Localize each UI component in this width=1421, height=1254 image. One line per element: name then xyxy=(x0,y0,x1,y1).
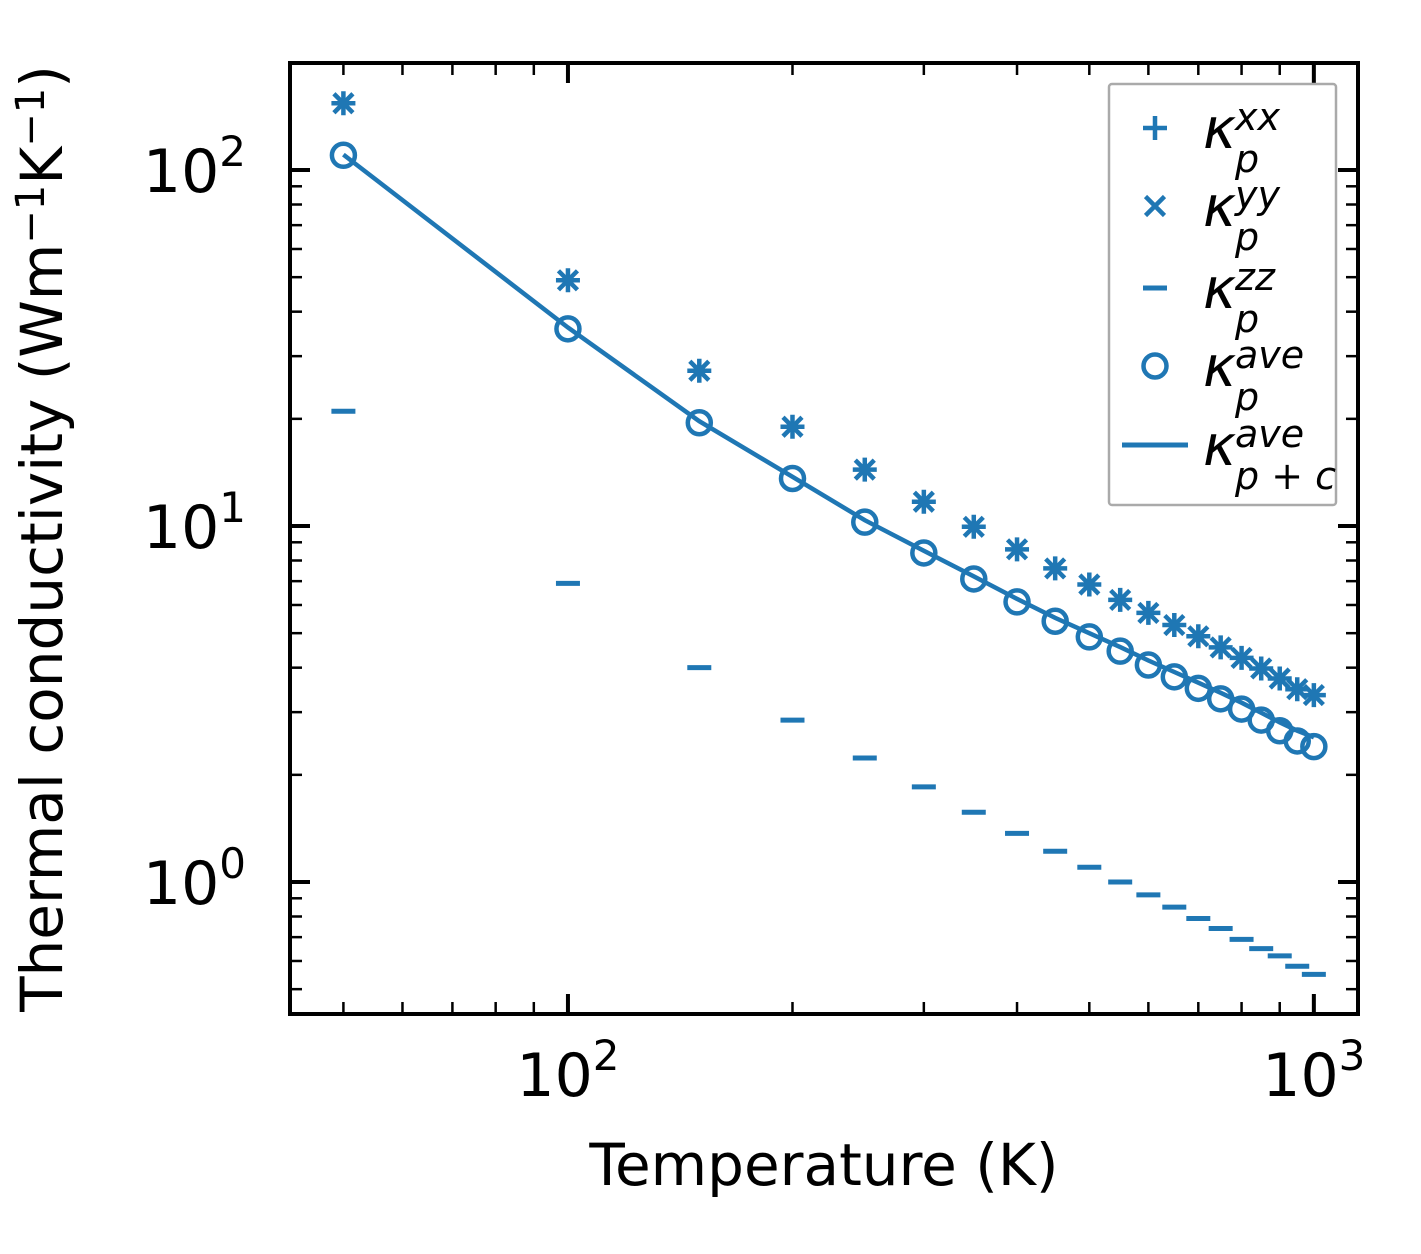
legend-marker-plus xyxy=(1143,116,1167,140)
y-tick-label: 100 xyxy=(143,839,246,919)
y-tick-label: 102 xyxy=(143,127,246,207)
series-kappa_p_yy xyxy=(332,92,1325,707)
legend-kappa-symbol: κ xyxy=(1203,175,1236,240)
legend-subscript: p xyxy=(1234,297,1259,341)
plot-border xyxy=(288,61,1360,1016)
legend-superscript: yy xyxy=(1234,173,1280,217)
legend-superscript: ave xyxy=(1235,333,1304,377)
data-point-kappa_p_yy xyxy=(1137,601,1160,625)
data-point-kappa_p_yy xyxy=(853,458,876,481)
data-point-kappa_p_yy xyxy=(556,269,580,292)
x-tick-label: 102 xyxy=(516,1031,619,1111)
legend-superscript: xx xyxy=(1234,95,1280,139)
legend-kappa-symbol: κ xyxy=(1203,414,1236,479)
data-point-kappa_p_ave xyxy=(910,539,938,567)
legend-subscript: p xyxy=(1234,137,1259,181)
data-point-kappa_p_yy xyxy=(1209,636,1232,659)
y-tick-label: 101 xyxy=(143,483,246,563)
legend-kappa-symbol: κ xyxy=(1203,97,1236,162)
legend-box xyxy=(1107,82,1338,507)
data-point-kappa_p_ave xyxy=(1003,588,1031,616)
data-point-kappa_p_yy xyxy=(1268,667,1291,690)
data-point-kappa_p_yy xyxy=(1250,657,1273,680)
data-point-kappa_p_yy xyxy=(781,415,804,438)
legend-subscript: p + c xyxy=(1234,454,1336,498)
data-point-kappa_p_ave xyxy=(778,464,807,493)
data-point-kappa_p_yy xyxy=(912,490,935,513)
data-point-kappa_p_yy xyxy=(1163,613,1186,637)
data-point-kappa_p_yy xyxy=(1302,683,1325,707)
legend-kappa-symbol: κ xyxy=(1203,257,1236,322)
tick-labels: 102 103 100 101 102 xyxy=(143,127,1365,1111)
series-kappa_p_zz xyxy=(331,408,1326,977)
data-point-kappa_p_yy xyxy=(1286,678,1309,701)
legend-subscript: p xyxy=(1234,375,1259,419)
data-point-kappa_p_yy xyxy=(1109,588,1132,612)
data-point-kappa_p_yy xyxy=(1187,625,1210,648)
data-point-kappa_p_yy xyxy=(332,92,355,115)
data-point-kappa_p_yy xyxy=(688,359,711,382)
data-point-kappa_p_yy xyxy=(1005,538,1029,561)
data-point-kappa_p_yy xyxy=(962,515,985,538)
x-axis-label: Temperature (K) xyxy=(588,1131,1058,1199)
data-point-kappa_p_yy xyxy=(1230,646,1253,670)
legend-marker-circle xyxy=(1141,352,1169,380)
x-tick-label: 103 xyxy=(1262,1031,1365,1111)
data-point-kappa_p_ave xyxy=(685,409,714,437)
data-point-kappa_p_ave xyxy=(851,508,879,536)
data-point-kappa_p_ave xyxy=(329,141,358,170)
legend-subscript: p xyxy=(1234,215,1259,259)
data-point-kappa_p_ave xyxy=(554,315,582,343)
series-line-kappa_p_plus_c_ave xyxy=(342,152,1315,740)
legend-superscript: zz xyxy=(1234,255,1276,299)
data-point-kappa_p_yy xyxy=(1078,573,1101,596)
data-point-kappa_p_yy xyxy=(1044,557,1067,580)
legend-kappa-symbol: κ xyxy=(1203,335,1236,400)
y-axis-label: Thermal conductivity (Wm−1K−1) xyxy=(8,65,76,1013)
data-point-kappa_p_ave xyxy=(960,565,988,593)
legend-superscript: ave xyxy=(1235,412,1304,456)
series-kappa_p_plus_c_ave xyxy=(342,152,1315,740)
legend-marker-x xyxy=(1143,194,1167,218)
